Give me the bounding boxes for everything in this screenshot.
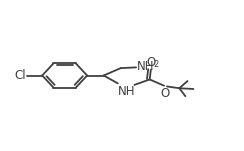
Text: NH: NH [137,60,155,73]
Text: Cl: Cl [15,69,26,82]
Text: O: O [160,87,169,100]
Text: 2: 2 [154,59,159,69]
Text: O: O [147,56,156,69]
Text: NH: NH [118,85,136,98]
